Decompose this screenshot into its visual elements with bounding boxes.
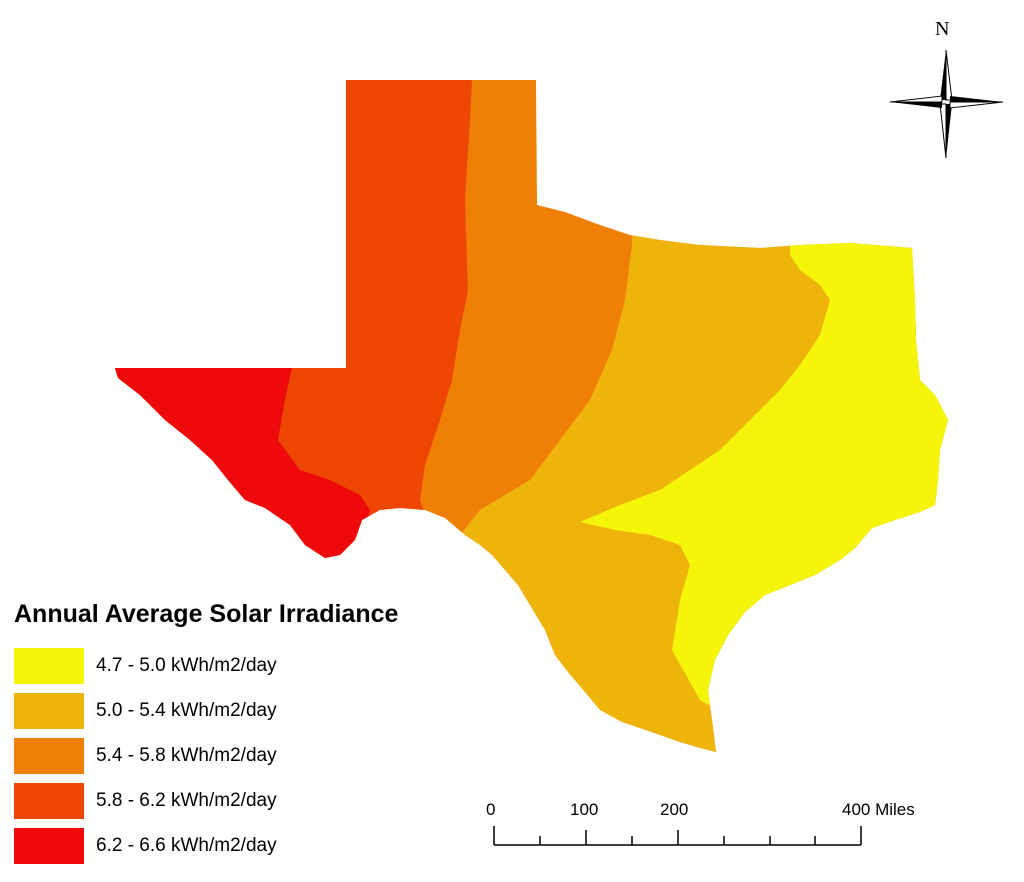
scale-tick-label: 400 Miles xyxy=(842,800,915,819)
compass-rose-icon xyxy=(889,49,1004,159)
legend-label: 5.4 - 5.8 kWh/m2/day xyxy=(96,745,277,766)
legend-swatch xyxy=(14,828,84,864)
scale-tick-label: 200 xyxy=(660,800,689,819)
legend-swatch xyxy=(14,738,84,774)
legend-label: 5.0 - 5.4 kWh/m2/day xyxy=(96,700,277,721)
north-label: N xyxy=(935,18,950,40)
legend-label: 6.2 - 6.6 kWh/m2/day xyxy=(96,835,277,856)
legend-swatch xyxy=(14,693,84,729)
legend-swatch xyxy=(14,648,84,684)
legend-label: 5.8 - 6.2 kWh/m2/day xyxy=(96,790,277,811)
legend-label: 4.7 - 5.0 kWh/m2/day xyxy=(96,655,277,676)
scale-bar-graphic xyxy=(493,826,862,846)
scale-tick-label: 0 xyxy=(486,800,496,819)
legend-title: Annual Average Solar Irradiance xyxy=(14,600,399,628)
scale-tick-label: 100 xyxy=(570,800,599,819)
legend-swatch xyxy=(14,783,84,819)
